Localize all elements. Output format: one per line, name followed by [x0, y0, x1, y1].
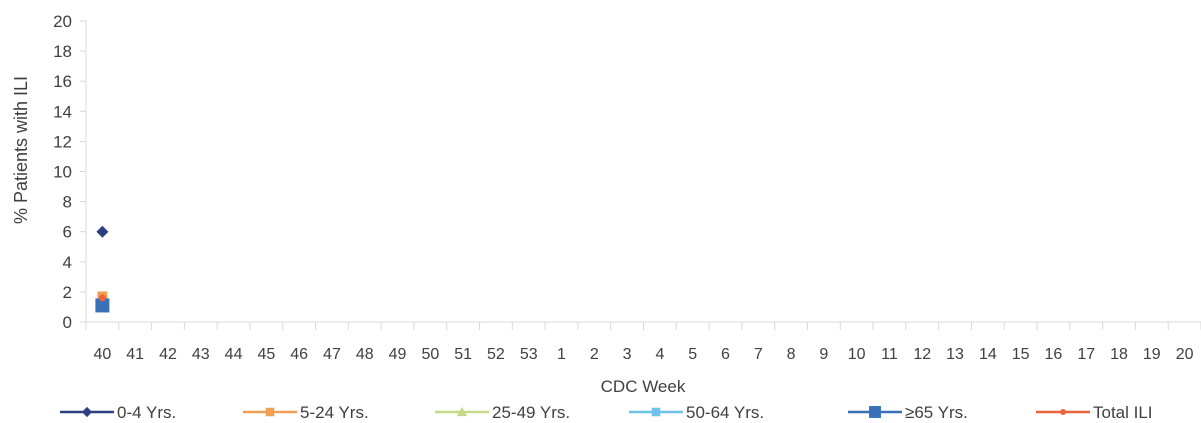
series-0	[96, 225, 109, 238]
x-axis-label: CDC Week	[601, 377, 686, 396]
legend-item: Total ILI	[1036, 403, 1153, 422]
y-tick-label: 16	[53, 72, 72, 91]
y-tick-label: 12	[53, 132, 72, 151]
x-tick-label: 2	[590, 346, 599, 363]
x-tick-label: 4	[655, 346, 664, 363]
x-tick-label: 45	[257, 346, 275, 363]
legend-label: 0-4 Yrs.	[117, 403, 176, 422]
legend-item: 0-4 Yrs.	[60, 403, 176, 422]
x-tick-label: 1	[557, 346, 566, 363]
x-tick-label: 46	[290, 346, 308, 363]
x-tick-label: 14	[979, 346, 997, 363]
x-tick-label: 3	[623, 346, 632, 363]
legend-label: 5-24 Yrs.	[300, 403, 369, 422]
x-tick-label: 8	[787, 346, 796, 363]
legend-item: 50-64 Yrs.	[629, 403, 764, 422]
data-point-marker	[651, 407, 661, 417]
x-tick-label: 6	[721, 346, 730, 363]
x-tick-label: 43	[192, 346, 210, 363]
data-point-marker	[96, 225, 109, 238]
x-tick-label: 9	[819, 346, 828, 363]
legend-label: 50-64 Yrs.	[686, 403, 764, 422]
series-4	[95, 298, 110, 313]
x-tick-label: 49	[389, 346, 407, 363]
x-tick-label: 16	[1045, 346, 1063, 363]
x-tick-label: 40	[93, 346, 111, 363]
x-axis: 40 41 42 43 44 45 46 47 48 49 50 51 52 53 1 2 3 4 5 6 7 8 9 10 1…	[85, 321, 1201, 363]
data-point-marker	[456, 406, 468, 417]
x-tick-label: 20	[1176, 346, 1194, 363]
y-axis-label: % Patients with ILI	[11, 76, 31, 224]
y-tick-label: 10	[53, 163, 72, 182]
y-tick-label: 4	[63, 253, 72, 272]
legend-label: ≥65 Yrs.	[905, 403, 968, 422]
y-tick-label: 14	[53, 102, 72, 121]
data-point-marker	[95, 298, 110, 313]
legend-label: 25-49 Yrs.	[492, 403, 570, 422]
x-tick-label: 50	[421, 346, 439, 363]
x-tick-label: 17	[1077, 346, 1095, 363]
x-tick-label: 44	[225, 346, 243, 363]
legend-label: Total ILI	[1093, 403, 1153, 422]
legend: 0-4 Yrs. 5-24 Yrs. 25-49 Yrs. 50-64 Yrs. ≥65…	[60, 403, 1153, 422]
data-point-marker	[81, 406, 93, 418]
y-tick-label: 20	[53, 12, 72, 31]
data-point-marker	[98, 294, 106, 302]
x-tick-label: 10	[848, 346, 866, 363]
x-tick-label: 13	[946, 346, 964, 363]
y-axis: 0 2 4 6 8 10 12 14 16 18 20	[53, 12, 87, 332]
x-tick-label: 42	[159, 346, 177, 363]
x-tick-label: 7	[754, 346, 763, 363]
x-tick-label: 51	[454, 346, 472, 363]
x-tick-label: 19	[1143, 346, 1161, 363]
x-tick-label: 47	[323, 346, 341, 363]
x-tick-label: 12	[913, 346, 931, 363]
data-point-marker	[265, 407, 275, 417]
y-tick-label: 0	[63, 313, 72, 332]
x-tick-label: 15	[1012, 346, 1030, 363]
y-tick-label: 6	[63, 223, 72, 242]
x-tick-label: 18	[1110, 346, 1128, 363]
legend-item: ≥65 Yrs.	[848, 403, 968, 422]
data-point-marker	[869, 406, 881, 418]
legend-item: 5-24 Yrs.	[243, 403, 369, 422]
data-point-marker	[1060, 409, 1066, 415]
series-plot	[95, 225, 110, 313]
y-tick-label: 2	[63, 283, 72, 302]
x-tick-label: 48	[356, 346, 374, 363]
x-tick-label: 11	[881, 346, 898, 363]
series-5	[98, 294, 106, 302]
y-tick-label: 8	[63, 193, 72, 212]
x-tick-label: 5	[688, 346, 697, 363]
x-tick-label: 53	[520, 346, 538, 363]
y-tick-label: 18	[53, 42, 72, 61]
legend-item: 25-49 Yrs.	[435, 403, 570, 422]
x-tick-label: 41	[126, 346, 144, 363]
x-tick-label: 52	[487, 346, 505, 363]
